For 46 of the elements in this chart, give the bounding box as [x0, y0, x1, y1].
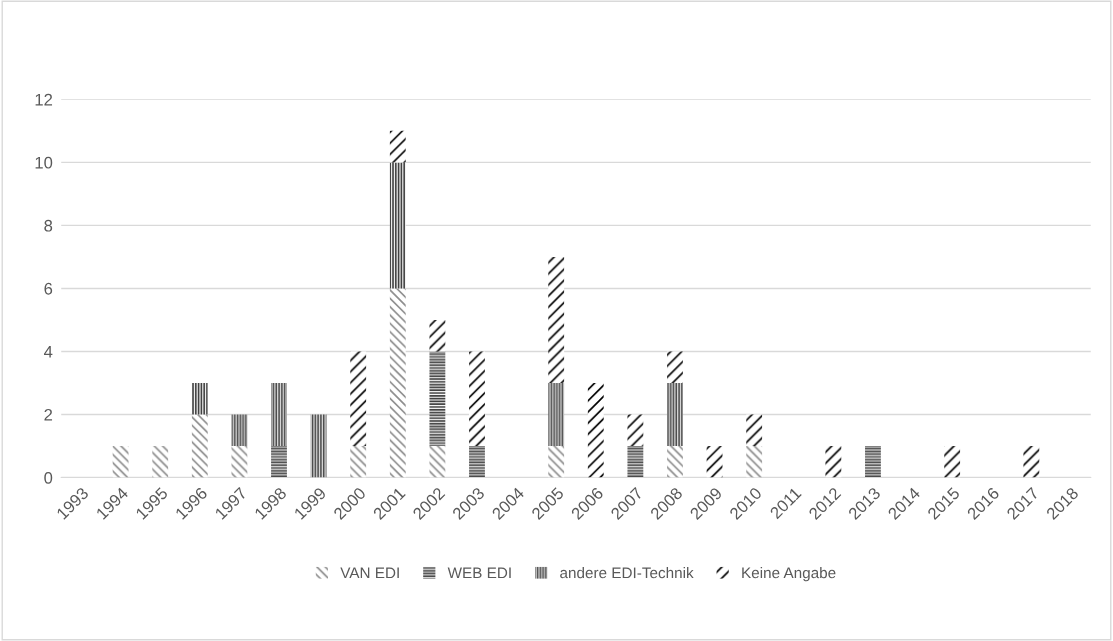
- y-tick-label: 0: [44, 471, 53, 484]
- y-tick-label: 8: [44, 219, 53, 232]
- bar: [429, 351, 446, 447]
- y-tick-label: 10: [35, 156, 53, 169]
- bar: [667, 351, 683, 383]
- y-tick-label: 12: [35, 93, 53, 106]
- bar: [746, 414, 763, 447]
- y-tick-label: 4: [44, 346, 53, 358]
- bar: [271, 446, 287, 478]
- bar: [271, 383, 287, 447]
- bar: [389, 288, 406, 478]
- bar: [429, 319, 446, 352]
- bar: [944, 446, 961, 478]
- bar: [865, 446, 881, 478]
- bar: [548, 383, 565, 447]
- bar: [667, 383, 683, 447]
- bar: [389, 162, 406, 289]
- bar: [587, 383, 604, 478]
- bar: [1023, 446, 1040, 478]
- bar: [469, 446, 485, 478]
- bar: [706, 446, 723, 478]
- legend-label: WEB EDI: [447, 567, 511, 579]
- bar: [231, 446, 248, 478]
- bar: [310, 414, 327, 478]
- bar: [231, 414, 248, 447]
- bar: [429, 446, 446, 478]
- y-tick-label: 2: [44, 408, 53, 421]
- bar: [112, 446, 129, 478]
- legend-label: Keine Angabe: [742, 567, 836, 582]
- bar: [627, 414, 644, 447]
- bar: [667, 446, 683, 478]
- bar: [548, 446, 565, 478]
- bar: [191, 383, 208, 415]
- bar: [825, 446, 842, 478]
- legend-label: andere EDI-Technik: [560, 567, 694, 579]
- bar: [389, 130, 406, 163]
- bar: [350, 351, 367, 447]
- y-tick-label: 6: [44, 282, 53, 295]
- bar: [191, 414, 208, 478]
- bar: [152, 446, 169, 478]
- legend-label: VAN EDI: [340, 567, 399, 579]
- bar: [548, 256, 565, 383]
- bar: [350, 446, 367, 478]
- bar: [469, 351, 485, 447]
- bar: [746, 446, 763, 478]
- bar: [627, 446, 644, 478]
